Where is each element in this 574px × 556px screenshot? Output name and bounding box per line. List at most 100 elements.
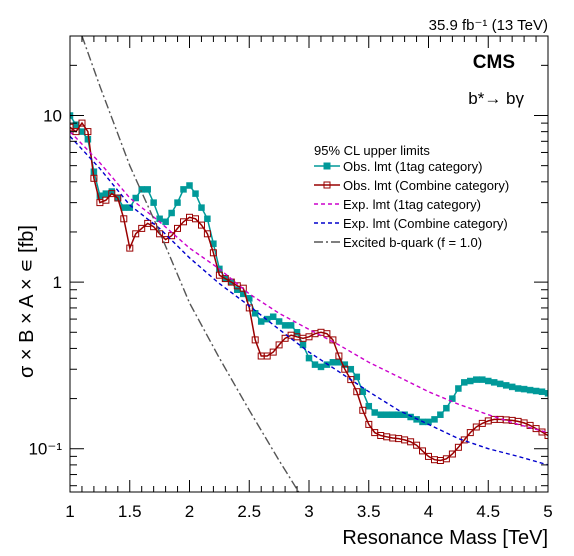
data-point	[162, 218, 169, 226]
data-point	[192, 215, 199, 223]
legend-entry-2: Exp. lmt (1tag category)	[314, 197, 481, 212]
data-point	[443, 404, 450, 412]
legend-entry-4: Excited b-quark (f = 1.0)	[314, 235, 482, 250]
x-tick-label: 4	[424, 502, 433, 521]
data-point	[156, 215, 163, 223]
x-tick-label: 4.5	[476, 502, 500, 521]
data-point	[192, 190, 199, 197]
data-point	[389, 411, 396, 418]
data-point	[353, 373, 361, 381]
series-2	[70, 131, 548, 434]
x-tick-label: 1.5	[118, 502, 142, 521]
legend-label: Obs. lmt (Combine category)	[343, 178, 509, 193]
x-tick-label: 1	[65, 502, 74, 521]
data-point	[520, 385, 528, 393]
data-point	[359, 388, 367, 395]
series-layer	[70, 36, 548, 492]
data-point	[174, 199, 181, 206]
data-point	[186, 182, 193, 189]
data-point	[198, 221, 205, 229]
y-tick-label: 1	[53, 273, 62, 292]
data-point	[419, 447, 426, 455]
data-point	[132, 230, 140, 238]
data-point	[263, 352, 271, 360]
x-tick-label: 2	[185, 502, 194, 521]
data-point	[442, 455, 450, 463]
data-point	[138, 224, 146, 232]
series-3	[70, 135, 548, 466]
legend-entry-1: Obs. lmt (Combine category)	[314, 178, 509, 193]
data-point	[466, 429, 474, 437]
x-tick-label: 3	[304, 502, 313, 521]
data-point	[78, 119, 86, 127]
data-point	[114, 194, 122, 202]
data-point	[479, 376, 486, 383]
experiment-label: CMS	[473, 52, 515, 73]
series-1	[70, 119, 548, 464]
legend-label: Exp. lmt (1tag category)	[343, 197, 481, 212]
header-luminosity: 35.9 fb⁻¹ (13 TeV)	[429, 17, 548, 34]
data-point	[90, 174, 98, 182]
data-point	[257, 318, 265, 325]
x-tick-label: 3.5	[357, 502, 381, 521]
data-point	[108, 190, 116, 198]
data-point	[78, 128, 86, 135]
data-point	[132, 194, 139, 202]
data-point	[168, 209, 175, 217]
data-point	[234, 286, 241, 293]
data-point	[204, 215, 211, 223]
data-point	[514, 385, 522, 392]
data-point	[269, 348, 277, 356]
legend-entry-3: Exp. lmt (Combine category)	[314, 216, 508, 231]
data-point	[485, 377, 492, 385]
data-point	[448, 450, 456, 458]
data-point	[455, 385, 462, 392]
data-point	[472, 423, 480, 431]
data-point	[467, 377, 474, 385]
data-point	[377, 411, 384, 418]
data-point	[508, 383, 516, 391]
legend: 95% CL upper limits Obs. lmt (1tag categ…	[314, 143, 509, 250]
data-point	[70, 123, 74, 131]
process-label: b*→ bγ	[468, 89, 524, 108]
data-point	[341, 365, 349, 373]
series-line-1	[70, 121, 548, 462]
data-point	[209, 249, 217, 257]
data-point	[347, 365, 355, 373]
data-point	[144, 186, 151, 193]
data-point	[395, 411, 402, 418]
data-point	[275, 318, 283, 325]
data-point	[287, 322, 295, 329]
data-point	[502, 382, 510, 389]
legend-entry-0: Obs. lmt (1tag category)	[314, 159, 482, 174]
data-point	[72, 121, 80, 128]
data-point	[323, 330, 331, 338]
data-point	[102, 190, 110, 197]
data-point	[245, 304, 253, 312]
legend-swatch-marker	[323, 162, 331, 170]
data-point	[203, 230, 211, 238]
data-point	[180, 218, 187, 226]
data-point	[473, 376, 480, 383]
data-point	[532, 387, 540, 395]
data-point	[437, 411, 444, 418]
data-point	[335, 352, 343, 360]
data-point	[544, 432, 548, 439]
data-point	[305, 354, 313, 362]
data-point	[102, 196, 110, 204]
data-point	[126, 204, 134, 211]
data-point	[526, 386, 534, 394]
data-point	[353, 388, 361, 396]
data-point	[365, 420, 373, 428]
y-tick-label: 10	[43, 106, 62, 125]
data-point	[174, 224, 181, 232]
data-point	[454, 443, 462, 451]
x-tick-label: 5	[543, 502, 552, 521]
data-point	[490, 379, 498, 386]
data-point	[431, 416, 438, 423]
data-point	[293, 329, 301, 336]
legend-swatch-marker	[323, 181, 331, 189]
data-point	[496, 380, 504, 388]
